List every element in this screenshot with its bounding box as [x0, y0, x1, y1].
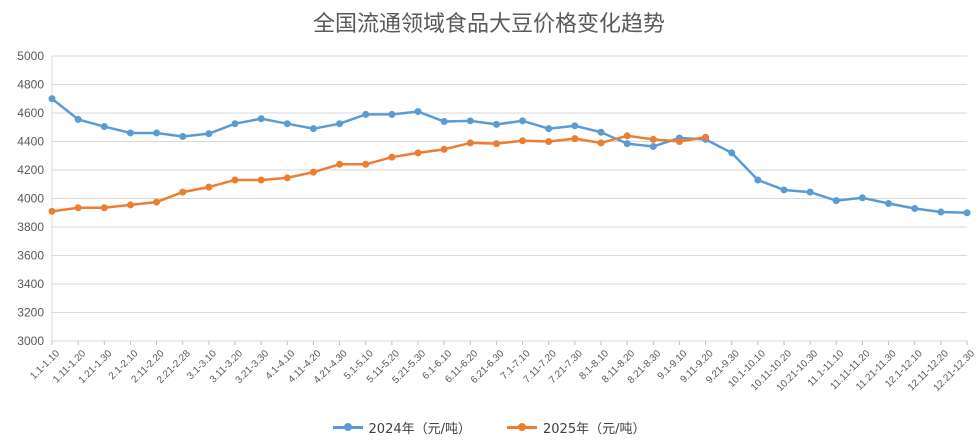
- gridlines: [52, 55, 967, 342]
- y-tick-label: 3800: [17, 220, 44, 234]
- data-point: [388, 153, 396, 161]
- series-layer: [48, 95, 971, 217]
- data-point: [48, 95, 56, 103]
- data-point: [858, 194, 866, 202]
- data-point: [362, 110, 370, 118]
- axes: 3000 3200 3400 3600 3800 4000 4200 4400 4600 4800…: [17, 49, 977, 394]
- data-point: [283, 174, 291, 182]
- data-point: [231, 120, 239, 128]
- data-point: [492, 140, 500, 148]
- legend-label-2025: 2025年（元/吨）: [543, 422, 646, 437]
- data-point: [675, 138, 683, 145]
- data-point: [780, 186, 788, 194]
- y-tick-label: 4200: [17, 163, 44, 177]
- data-point: [179, 188, 187, 196]
- data-point: [336, 120, 344, 128]
- data-point: [440, 118, 448, 126]
- series-line-0: [51, 97, 968, 214]
- y-tick-label: 4000: [17, 192, 44, 206]
- data-point: [414, 149, 422, 157]
- data-point: [466, 139, 474, 147]
- y-tick-label: 4600: [17, 106, 44, 120]
- data-point: [48, 207, 56, 215]
- legend: 2024年（元/吨） 2025年（元/吨）: [0, 418, 978, 437]
- data-point: [257, 115, 265, 123]
- data-point: [466, 117, 474, 125]
- data-point: [440, 145, 448, 153]
- data-point: [937, 208, 945, 216]
- y-tick-label: 3000: [17, 334, 44, 348]
- data-point: [702, 133, 710, 141]
- data-point: [519, 117, 527, 125]
- y-tick-label: 5000: [17, 49, 44, 63]
- data-point: [153, 198, 161, 206]
- data-point: [205, 130, 213, 138]
- data-point: [963, 209, 971, 217]
- y-tick-label: 3600: [17, 249, 44, 263]
- chart-title: 全国流通领域食品大豆价格变化趋势: [312, 12, 665, 37]
- data-point: [649, 135, 657, 143]
- data-point: [571, 122, 579, 130]
- data-point: [728, 149, 736, 157]
- data-point: [309, 168, 317, 176]
- data-point: [885, 199, 893, 207]
- data-point: [153, 129, 161, 137]
- y-tick-label: 3400: [17, 277, 44, 291]
- data-point: [100, 204, 108, 212]
- y-tick-label: 4800: [17, 78, 44, 92]
- legend-swatch-2025: [507, 423, 537, 431]
- data-point: [126, 129, 134, 137]
- data-point: [388, 110, 396, 118]
- data-point: [126, 201, 134, 209]
- series-line-1: [51, 134, 706, 213]
- data-point: [362, 160, 370, 168]
- data-point: [205, 183, 213, 191]
- legend-item-2025: 2025年（元/吨）: [507, 418, 645, 437]
- data-point: [231, 176, 239, 184]
- data-point: [414, 108, 422, 116]
- data-point: [832, 197, 840, 205]
- data-point: [545, 125, 553, 133]
- data-point: [597, 128, 605, 136]
- data-point: [623, 132, 631, 140]
- y-tick-label: 4400: [17, 135, 44, 149]
- data-point: [74, 115, 82, 123]
- data-point: [257, 176, 265, 184]
- data-point: [336, 160, 344, 168]
- data-point: [754, 176, 762, 184]
- y-tick-label: 3200: [17, 306, 44, 320]
- data-point: [545, 138, 553, 145]
- data-point: [492, 120, 500, 128]
- data-point: [623, 140, 631, 148]
- data-point: [100, 123, 108, 131]
- data-point: [911, 204, 919, 212]
- data-point: [571, 135, 579, 143]
- data-point: [309, 125, 317, 133]
- legend-label-2024: 2024年（元/吨）: [368, 422, 471, 437]
- data-point: [74, 204, 82, 212]
- data-point: [519, 137, 527, 145]
- data-point: [179, 133, 187, 141]
- data-point: [649, 142, 657, 150]
- data-point: [806, 188, 814, 196]
- data-point: [283, 120, 291, 128]
- legend-item-2024: 2024年（元/吨）: [332, 418, 471, 437]
- legend-swatch-2024: [332, 423, 363, 431]
- data-point: [597, 139, 605, 147]
